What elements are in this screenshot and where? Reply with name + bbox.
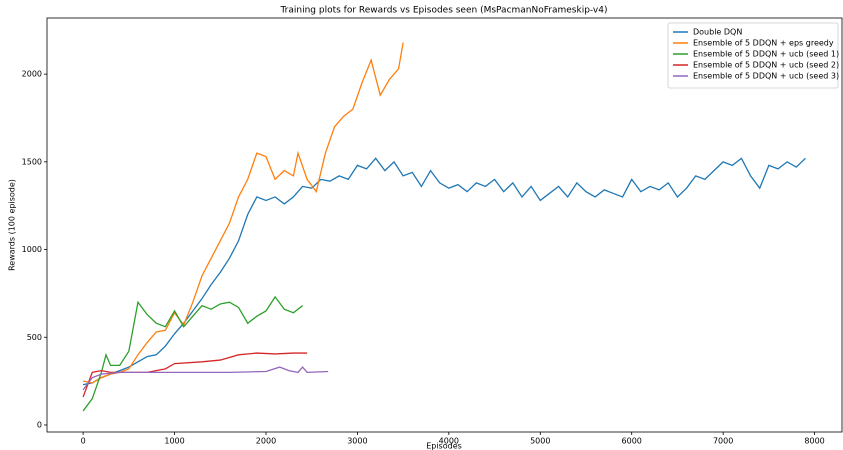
legend-label: Ensemble of 5 DDQN + ucb (seed 1)	[693, 50, 839, 59]
chart-title: Training plots for Rewards vs Episodes s…	[280, 6, 608, 16]
legend-label: Double DQN	[693, 28, 742, 37]
x-tick-label: 8000	[804, 437, 824, 446]
x-axis-label: Episodes	[426, 442, 462, 450]
x-tick-label: 4000	[439, 437, 459, 446]
legend-label: Ensemble of 5 DDQN + ucb (seed 2)	[693, 61, 839, 70]
y-tick-label: 0	[37, 420, 42, 429]
x-tick-label: 5000	[530, 437, 550, 446]
y-tick-label: 2000	[22, 70, 42, 79]
x-tick-label: 3000	[347, 437, 367, 446]
series-line	[82, 42, 404, 384]
x-tick-label: 6000	[622, 437, 642, 446]
x-tick-label: 2000	[256, 437, 276, 446]
legend-box	[667, 22, 839, 89]
y-tick-label: 500	[27, 333, 42, 342]
x-tick-label: 7000	[713, 437, 733, 446]
series-line	[82, 295, 303, 412]
y-tick-label: 1000	[22, 245, 42, 254]
legend-label: Ensemble of 5 DDQN + ucb (seed 3)	[693, 72, 839, 81]
x-tick-label: 0	[81, 437, 86, 446]
y-axis-label: Rewards (100 episode)	[8, 179, 17, 271]
series-line	[82, 352, 308, 398]
x-tick-label: 1000	[164, 437, 184, 446]
plot-frame	[46, 17, 843, 433]
series-line	[82, 366, 329, 391]
series-line	[82, 157, 806, 386]
y-tick-label: 1500	[22, 157, 42, 166]
legend-label: Ensemble of 5 DDQN + eps greedy	[693, 39, 834, 48]
